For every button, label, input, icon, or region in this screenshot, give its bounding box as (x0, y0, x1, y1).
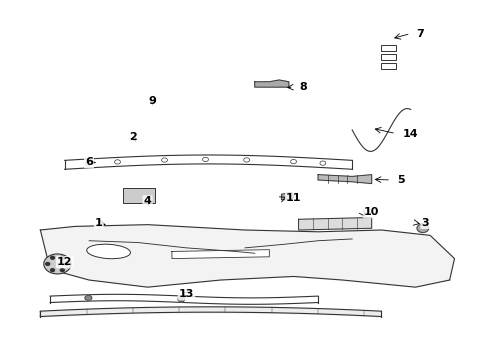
Text: 4: 4 (144, 197, 151, 206)
Polygon shape (298, 217, 372, 230)
Text: 7: 7 (416, 28, 424, 39)
Text: 11: 11 (286, 193, 301, 203)
Polygon shape (172, 249, 270, 258)
Bar (381, 54, 396, 60)
Circle shape (44, 254, 71, 274)
Text: 13: 13 (179, 289, 194, 299)
Bar (381, 45, 396, 51)
Circle shape (50, 256, 54, 259)
Polygon shape (318, 175, 372, 184)
Text: 3: 3 (421, 218, 429, 228)
Text: 5: 5 (397, 175, 405, 185)
Text: 1: 1 (95, 218, 103, 228)
Text: 6: 6 (85, 157, 93, 167)
Circle shape (60, 256, 64, 259)
Text: 14: 14 (403, 129, 418, 139)
Circle shape (46, 262, 49, 265)
Text: 9: 9 (148, 96, 156, 107)
Polygon shape (40, 225, 455, 287)
Circle shape (60, 269, 64, 271)
Circle shape (50, 269, 54, 271)
Circle shape (178, 297, 185, 302)
Text: 10: 10 (364, 207, 379, 217)
Text: 2: 2 (129, 132, 137, 142)
Bar (123, 188, 155, 203)
Circle shape (417, 224, 429, 233)
Text: 12: 12 (57, 257, 73, 267)
Polygon shape (282, 193, 294, 200)
Ellipse shape (87, 244, 130, 259)
Circle shape (65, 262, 69, 265)
Text: 8: 8 (299, 82, 307, 92)
Polygon shape (255, 80, 289, 87)
Circle shape (85, 296, 92, 300)
Bar (381, 63, 396, 69)
